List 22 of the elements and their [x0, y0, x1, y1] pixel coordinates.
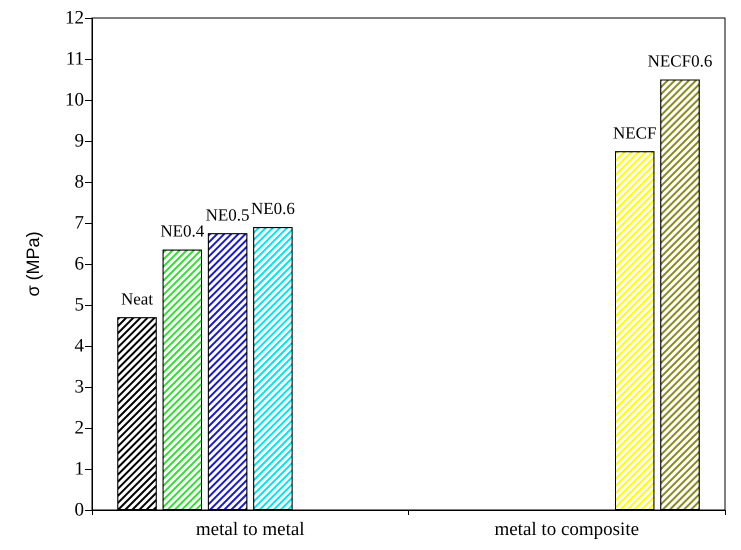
series-label: NE0.4 — [160, 222, 205, 241]
y-tick-label: 10 — [65, 90, 84, 110]
y-tick-label: 7 — [74, 212, 84, 234]
y-tick-label: 1 — [74, 458, 84, 480]
y-tick-label: 8 — [74, 172, 84, 192]
y-tick-label: 4 — [74, 336, 84, 356]
series-label: NE0.6 — [250, 199, 295, 218]
x-tick-label: metal to composite — [494, 519, 640, 540]
series-label: NECF — [612, 123, 656, 142]
y-tick-label: 5 — [74, 294, 84, 316]
series-label: Neat — [120, 289, 154, 308]
y-tick-label: 3 — [74, 376, 84, 398]
series-label: NECF0.6 — [648, 52, 712, 70]
x-tick-label: metal to metal — [196, 519, 305, 540]
y-tick-label: 12 — [65, 8, 84, 28]
y-tick-label: 11 — [66, 48, 84, 70]
series-label: NE0.5 — [206, 205, 250, 224]
y-tick-label: 6 — [74, 254, 84, 274]
y-axis-title: σ (MPa) — [23, 231, 43, 297]
y-tick-label: 9 — [74, 130, 84, 152]
y-tick-label: 2 — [74, 418, 84, 438]
y-tick-label: 0 — [74, 500, 84, 520]
